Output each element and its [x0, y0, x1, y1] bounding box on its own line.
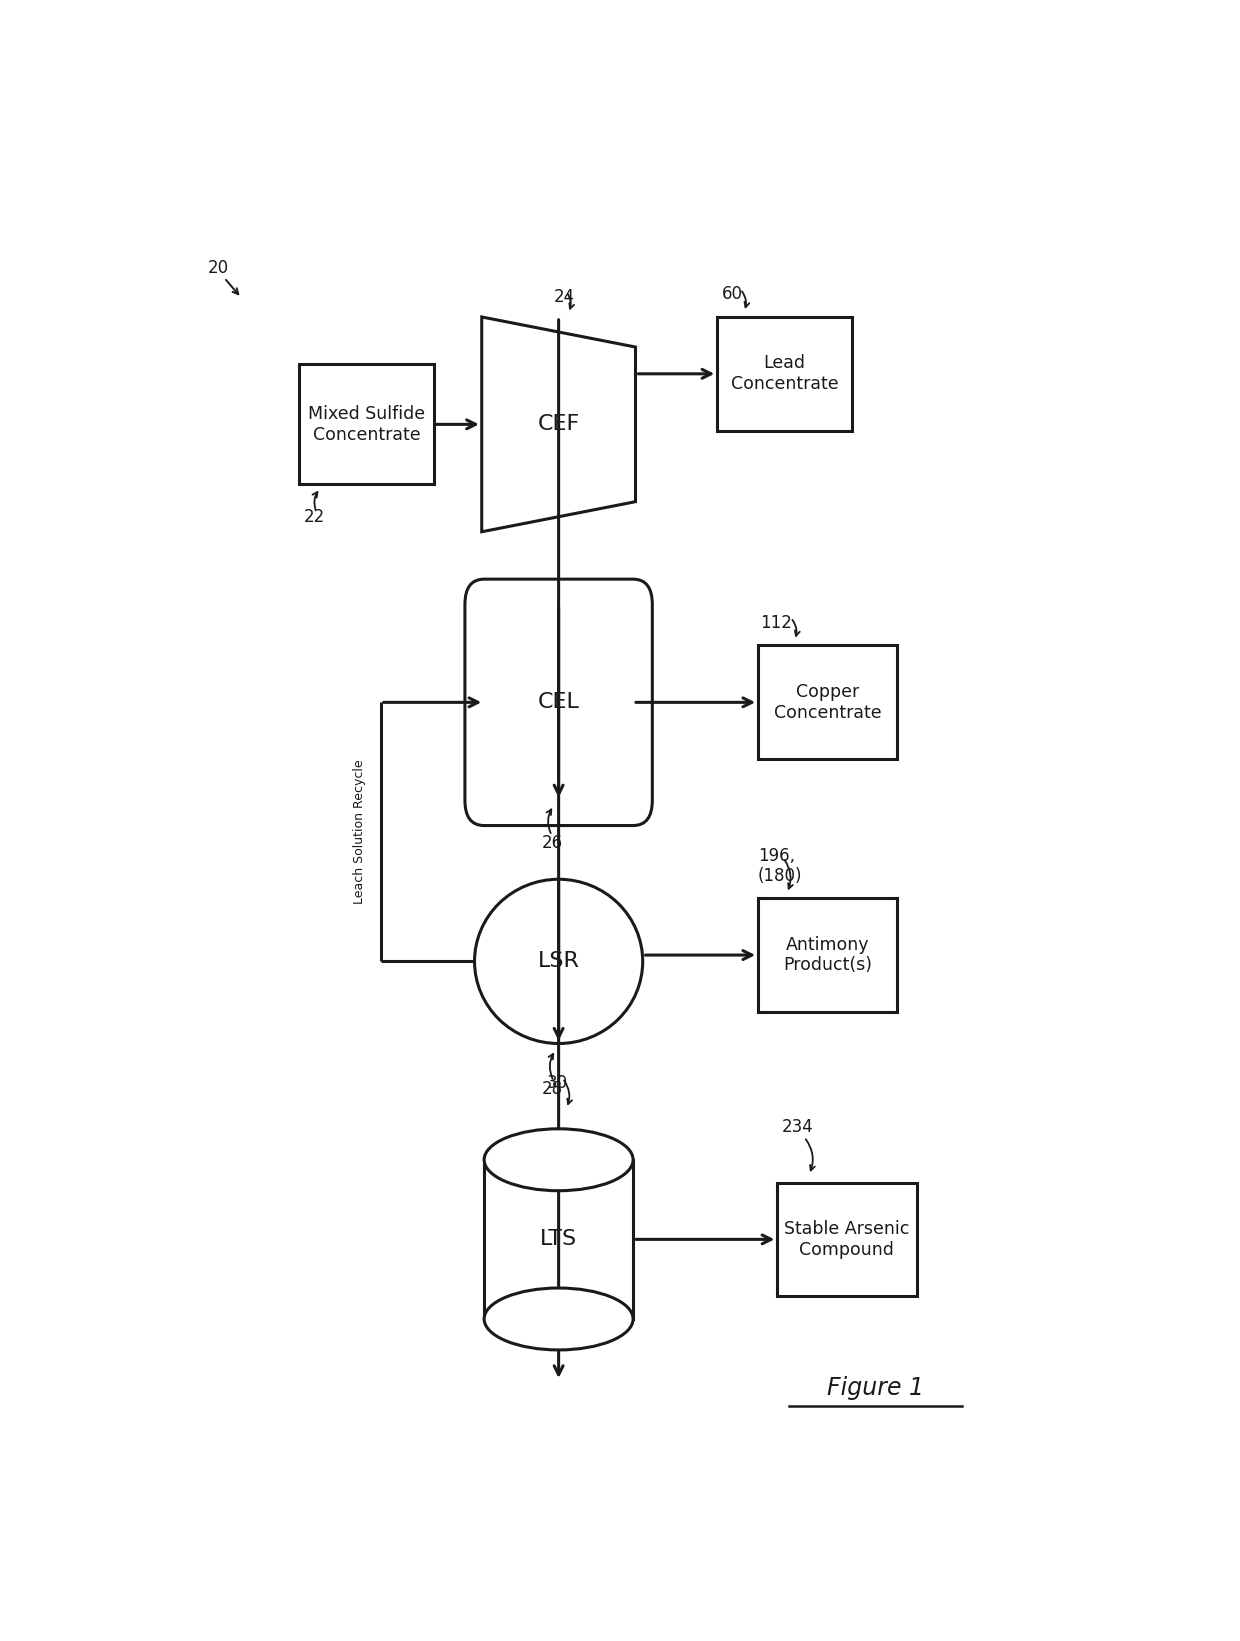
Ellipse shape: [475, 880, 642, 1044]
Text: CEL: CEL: [538, 693, 579, 712]
FancyBboxPatch shape: [484, 1160, 634, 1319]
Ellipse shape: [484, 1288, 634, 1351]
Text: LTS: LTS: [541, 1229, 577, 1249]
Text: Mixed Sulfide
Concentrate: Mixed Sulfide Concentrate: [308, 405, 425, 443]
FancyBboxPatch shape: [717, 317, 852, 430]
Text: 196,
(180): 196, (180): [758, 847, 802, 884]
Text: Stable Arsenic
Compound: Stable Arsenic Compound: [784, 1219, 910, 1259]
FancyBboxPatch shape: [777, 1183, 916, 1296]
Text: 234: 234: [782, 1118, 813, 1136]
Text: 22: 22: [304, 509, 325, 527]
Text: 112: 112: [760, 614, 792, 632]
Text: LSR: LSR: [538, 952, 579, 971]
FancyBboxPatch shape: [299, 364, 434, 484]
FancyBboxPatch shape: [758, 898, 898, 1012]
Text: 26: 26: [542, 834, 563, 852]
Text: Antimony
Product(s): Antimony Product(s): [784, 935, 872, 975]
Text: 20: 20: [208, 259, 229, 277]
Text: Figure 1: Figure 1: [827, 1375, 924, 1400]
Text: Copper
Concentrate: Copper Concentrate: [774, 683, 882, 722]
Text: Leach Solution Recycle: Leach Solution Recycle: [353, 760, 366, 904]
Ellipse shape: [484, 1129, 634, 1191]
Polygon shape: [481, 317, 635, 532]
Text: Lead
Concentrate: Lead Concentrate: [730, 354, 838, 394]
Text: 28: 28: [542, 1080, 563, 1098]
Text: 60: 60: [722, 286, 743, 304]
Text: CEF: CEF: [537, 415, 580, 435]
FancyBboxPatch shape: [758, 645, 898, 760]
Text: 24: 24: [554, 287, 575, 305]
FancyBboxPatch shape: [465, 579, 652, 825]
Text: 30: 30: [547, 1075, 568, 1093]
